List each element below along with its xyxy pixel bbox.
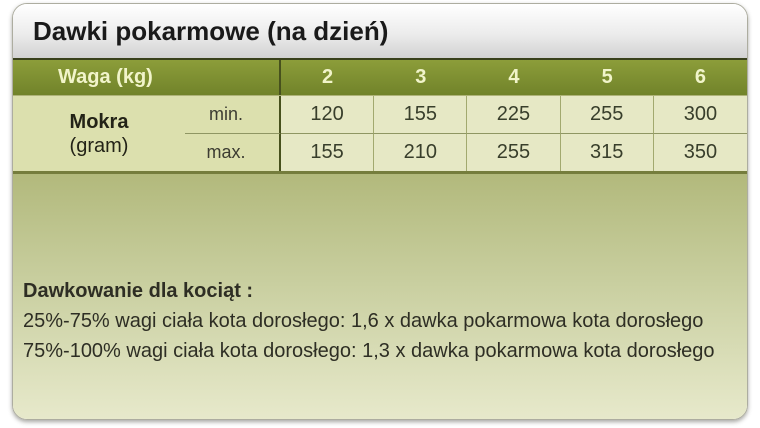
notes-heading: Dawkowanie dla kociąt : xyxy=(23,280,254,302)
table-cell-min-5: 255 xyxy=(560,96,654,134)
weight-col-header-2: 2 xyxy=(322,66,334,88)
row-label-max: max. xyxy=(185,134,281,171)
table-cell-min-4: 225 xyxy=(467,96,561,134)
table-cell-max-3: 210 xyxy=(374,134,468,171)
table-cell-min-2: 120 xyxy=(281,96,375,134)
table-cell-min-3: 155 xyxy=(374,96,468,134)
weight-col-header-6: 6 xyxy=(694,66,706,88)
table-body: Mokra (gram) min. 120 155 225 255 300 ma… xyxy=(13,96,747,174)
table-cell-max-4: 255 xyxy=(467,134,561,171)
table-header-row: Waga (kg) 2 3 4 5 6 xyxy=(13,58,747,96)
weight-col-header-4: 4 xyxy=(508,66,520,88)
row-group-label-line2: (gram) xyxy=(69,134,129,157)
row-group-label-line1: Mokra xyxy=(69,110,129,133)
note-line-1: 25%-75% wagi ciała kota dorosłego: 1,6 x… xyxy=(23,310,704,332)
note-line-2: 75%-100% wagi ciała kota dorosłego: 1,3 … xyxy=(23,340,715,362)
weight-col-header-5: 5 xyxy=(601,66,613,88)
row-label-min: min. xyxy=(185,96,281,134)
table-cell-max-2: 155 xyxy=(281,134,375,171)
notes-section: Dawkowanie dla kociąt : 25%-75% wagi cia… xyxy=(13,174,747,419)
row-group-label: Mokra (gram) xyxy=(13,96,185,171)
page-title: Dawki pokarmowe (na dzień) xyxy=(33,15,389,46)
weight-col-header-3: 3 xyxy=(415,66,427,88)
table-cell-max-5: 315 xyxy=(560,134,654,171)
table-cell-max-6: 350 xyxy=(653,134,747,171)
title-bar: Dawki pokarmowe (na dzień) xyxy=(13,4,747,58)
table-cell-min-6: 300 xyxy=(653,96,747,134)
weight-header-cell: Waga (kg) xyxy=(13,60,281,95)
card: Dawki pokarmowe (na dzień) Waga (kg) 2 3… xyxy=(12,3,748,420)
